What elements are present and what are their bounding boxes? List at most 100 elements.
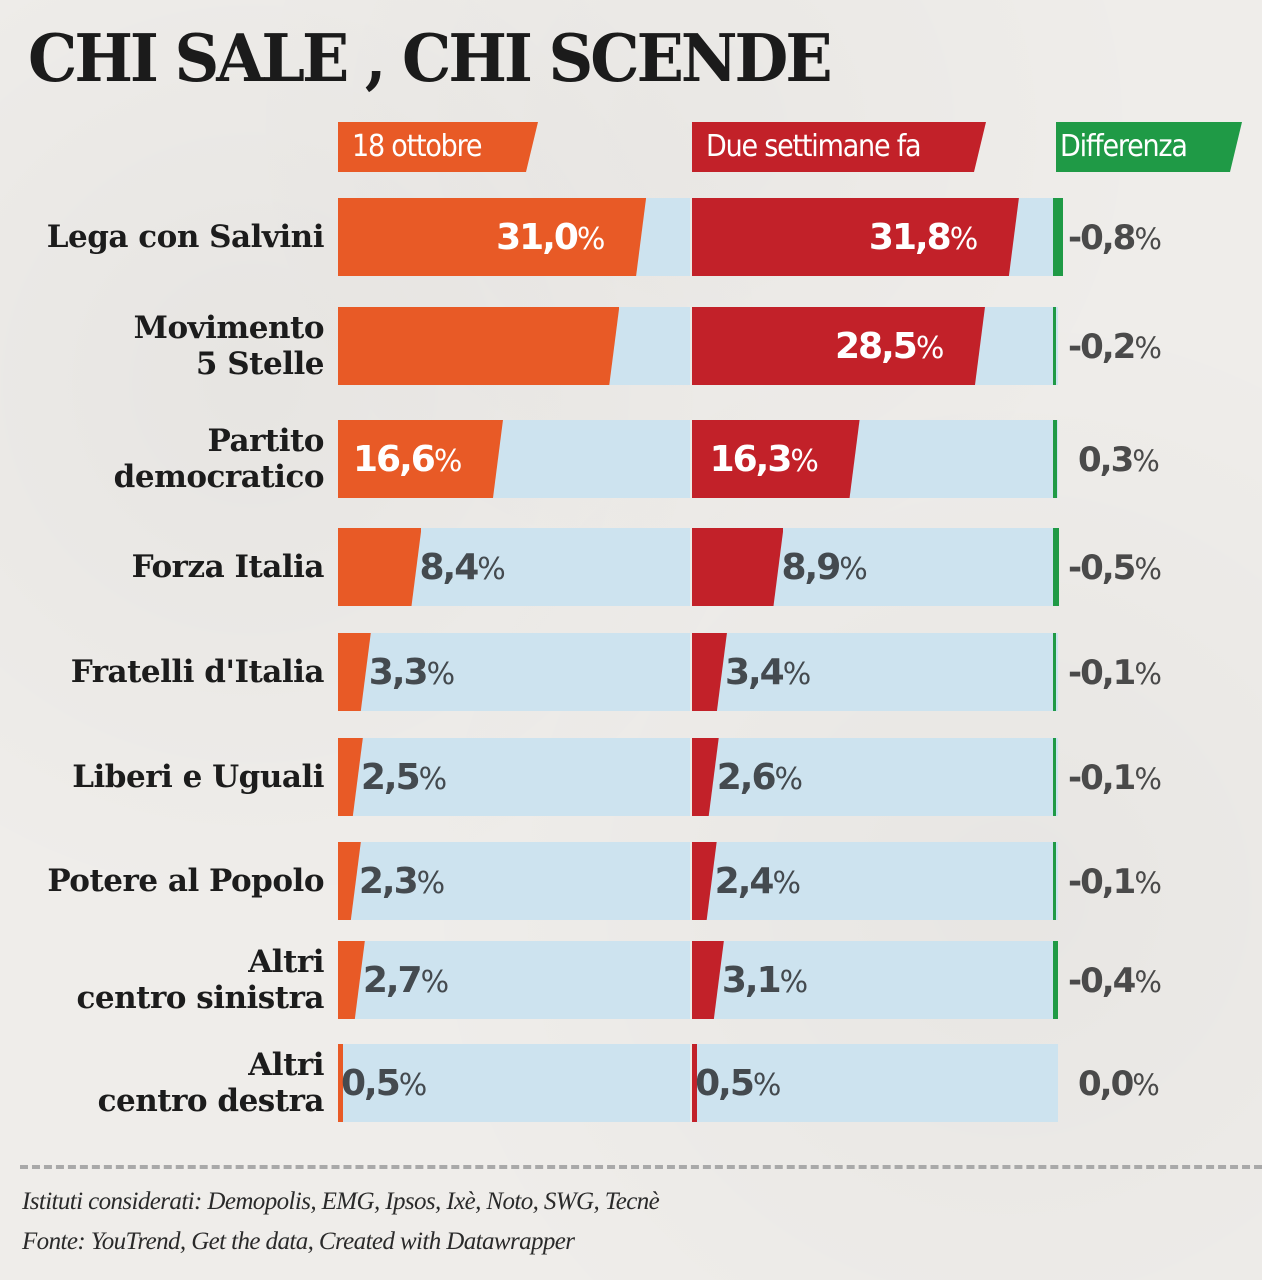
percent-sign: % bbox=[1134, 866, 1162, 900]
percent-sign: % bbox=[1134, 222, 1162, 256]
difference-bar bbox=[1053, 198, 1063, 276]
percent-sign: % bbox=[1134, 762, 1162, 796]
bar-track-18-ottobre: 0,5% bbox=[338, 1044, 690, 1122]
bar-value-number: 3,1 bbox=[721, 960, 782, 1001]
difference-value: -0,4% bbox=[1068, 941, 1162, 1019]
difference-value: -0,2% bbox=[1068, 307, 1162, 385]
bar-value-number: 2,4 bbox=[714, 861, 775, 902]
percent-sign: % bbox=[418, 762, 447, 797]
bar-value: 16,3% bbox=[710, 420, 819, 498]
bar-value-number: 16,6 bbox=[352, 439, 436, 480]
difference-value: -0,8% bbox=[1068, 198, 1162, 276]
bar-value-number: 8,9 bbox=[781, 547, 841, 588]
bar-value: 2,3% bbox=[359, 842, 445, 920]
party-label: Altri centro destra bbox=[97, 1047, 325, 1119]
percent-sign: % bbox=[915, 331, 944, 366]
difference-bar bbox=[1053, 633, 1056, 711]
bar-due-settimane-fa bbox=[692, 420, 860, 498]
party-row: Partito democratico 16,6% 16,3% 0,3% bbox=[0, 420, 1262, 498]
percent-sign: % bbox=[1132, 444, 1160, 478]
difference-number: -0,5 bbox=[1068, 548, 1136, 588]
difference-number: 0,0 bbox=[1078, 1064, 1134, 1104]
bar-18-ottobre bbox=[338, 633, 371, 711]
bar-due-settimane-fa bbox=[692, 738, 719, 816]
bar-track-18-ottobre: 31,0% bbox=[338, 198, 690, 276]
percent-sign: % bbox=[1134, 331, 1162, 365]
bar-value-number: 0,5 bbox=[695, 1063, 755, 1104]
bar-value: 31,0% bbox=[496, 198, 605, 276]
percent-sign: % bbox=[576, 222, 605, 257]
percent-sign: % bbox=[774, 762, 803, 797]
bar-value-number: 2,5 bbox=[360, 757, 421, 798]
difference-bar bbox=[1053, 528, 1059, 606]
bar-track-due-settimane-fa: 0,5% bbox=[692, 1044, 1058, 1122]
percent-sign: % bbox=[416, 866, 445, 901]
bar-value-number: 3,4 bbox=[724, 652, 785, 693]
legend-differenza: Differenza bbox=[1056, 122, 1242, 172]
party-row: Liberi e Uguali 2,5% 2,6% -0,1% bbox=[0, 738, 1262, 816]
difference-number: 0,3 bbox=[1078, 440, 1134, 480]
bar-value-number: 2,6 bbox=[716, 757, 777, 798]
difference-value: -0,1% bbox=[1068, 633, 1162, 711]
bar-track-18-ottobre: 2,7% bbox=[338, 941, 690, 1019]
bar-value: 0,5% bbox=[695, 1044, 781, 1122]
percent-sign: % bbox=[752, 1068, 781, 1103]
party-label: Fratelli d'Italia bbox=[70, 654, 325, 690]
bar-value: 0,5% bbox=[341, 1044, 427, 1122]
bar-value: 28,5% bbox=[834, 307, 944, 385]
bar-track-18-ottobre: 3,3% bbox=[338, 633, 690, 711]
party-label: Forza Italia bbox=[131, 549, 325, 585]
bar-due-settimane-fa bbox=[692, 941, 724, 1019]
percent-sign: % bbox=[779, 965, 808, 1000]
percent-sign: % bbox=[1134, 965, 1162, 999]
party-row: Lega con Salvini 31,0% 31,8% -0,8% bbox=[0, 198, 1262, 276]
percent-sign: % bbox=[477, 552, 505, 587]
bar-value: 3,1% bbox=[721, 941, 808, 1019]
footer-divider bbox=[20, 1165, 1262, 1169]
difference-number: -0,4 bbox=[1068, 961, 1136, 1001]
bar-track-due-settimane-fa: 3,1% bbox=[692, 941, 1058, 1019]
bar-value-number: 8,4 bbox=[419, 547, 479, 588]
difference-number: -0,1 bbox=[1068, 862, 1136, 902]
bar-track-due-settimane-fa: 2,6% bbox=[692, 738, 1058, 816]
bar-18-ottobre bbox=[338, 198, 646, 276]
party-label: Movimento 5 Stelle bbox=[133, 310, 325, 382]
bar-value: 2,6% bbox=[716, 738, 803, 816]
bar-track-due-settimane-fa: 8,9% bbox=[692, 528, 1058, 606]
party-row: Altri centro destra 0,5% 0,5% 0,0% bbox=[0, 1044, 1262, 1122]
bar-due-settimane-fa bbox=[692, 528, 783, 606]
party-row: Movimento 5 Stelle 28,5% -0,2% bbox=[0, 307, 1262, 385]
bar-track-due-settimane-fa: 2,4% bbox=[692, 842, 1058, 920]
bar-track-18-ottobre: 8,4% bbox=[338, 528, 690, 606]
bar-due-settimane-fa bbox=[692, 842, 717, 920]
legend-18-ottobre: 18 ottobre bbox=[338, 122, 538, 172]
difference-value: 0,0% bbox=[1078, 1044, 1160, 1122]
party-label: Altri centro sinistra bbox=[76, 944, 325, 1016]
bar-value-number: 31,8 bbox=[868, 217, 952, 258]
difference-number: -0,2 bbox=[1068, 327, 1136, 367]
bar-due-settimane-fa bbox=[692, 307, 985, 385]
difference-number: -0,1 bbox=[1068, 758, 1136, 798]
party-label: Liberi e Uguali bbox=[72, 759, 324, 795]
party-label: Potere al Popolo bbox=[47, 863, 324, 899]
bar-value-number: 2,7 bbox=[362, 960, 423, 1001]
bar-value-number: 28,5 bbox=[834, 326, 918, 367]
legend-due-settimane-fa: Due settimane fa bbox=[692, 122, 986, 172]
percent-sign: % bbox=[949, 222, 978, 257]
difference-bar bbox=[1053, 420, 1057, 498]
bar-18-ottobre bbox=[338, 941, 365, 1019]
percent-sign: % bbox=[420, 965, 449, 1000]
bar-track-due-settimane-fa: 16,3% bbox=[692, 420, 1058, 498]
difference-number: -0,1 bbox=[1068, 653, 1136, 693]
difference-value: -0,1% bbox=[1068, 738, 1162, 816]
difference-bar bbox=[1053, 842, 1056, 920]
footer-source: Fonte: YouTrend, Get the data, Created w… bbox=[22, 1228, 575, 1255]
bar-value: 16,6% bbox=[352, 420, 462, 498]
bar-track-18-ottobre bbox=[338, 307, 690, 385]
bar-value: 8,9% bbox=[781, 528, 867, 606]
percent-sign: % bbox=[772, 866, 800, 901]
party-row: Altri centro sinistra 2,7% 3,1% -0,4% bbox=[0, 941, 1262, 1019]
footer-institutes: Istituti considerati: Demopolis, EMG, Ip… bbox=[22, 1188, 660, 1215]
party-label: Lega con Salvini bbox=[46, 219, 325, 255]
bar-due-settimane-fa bbox=[692, 633, 727, 711]
